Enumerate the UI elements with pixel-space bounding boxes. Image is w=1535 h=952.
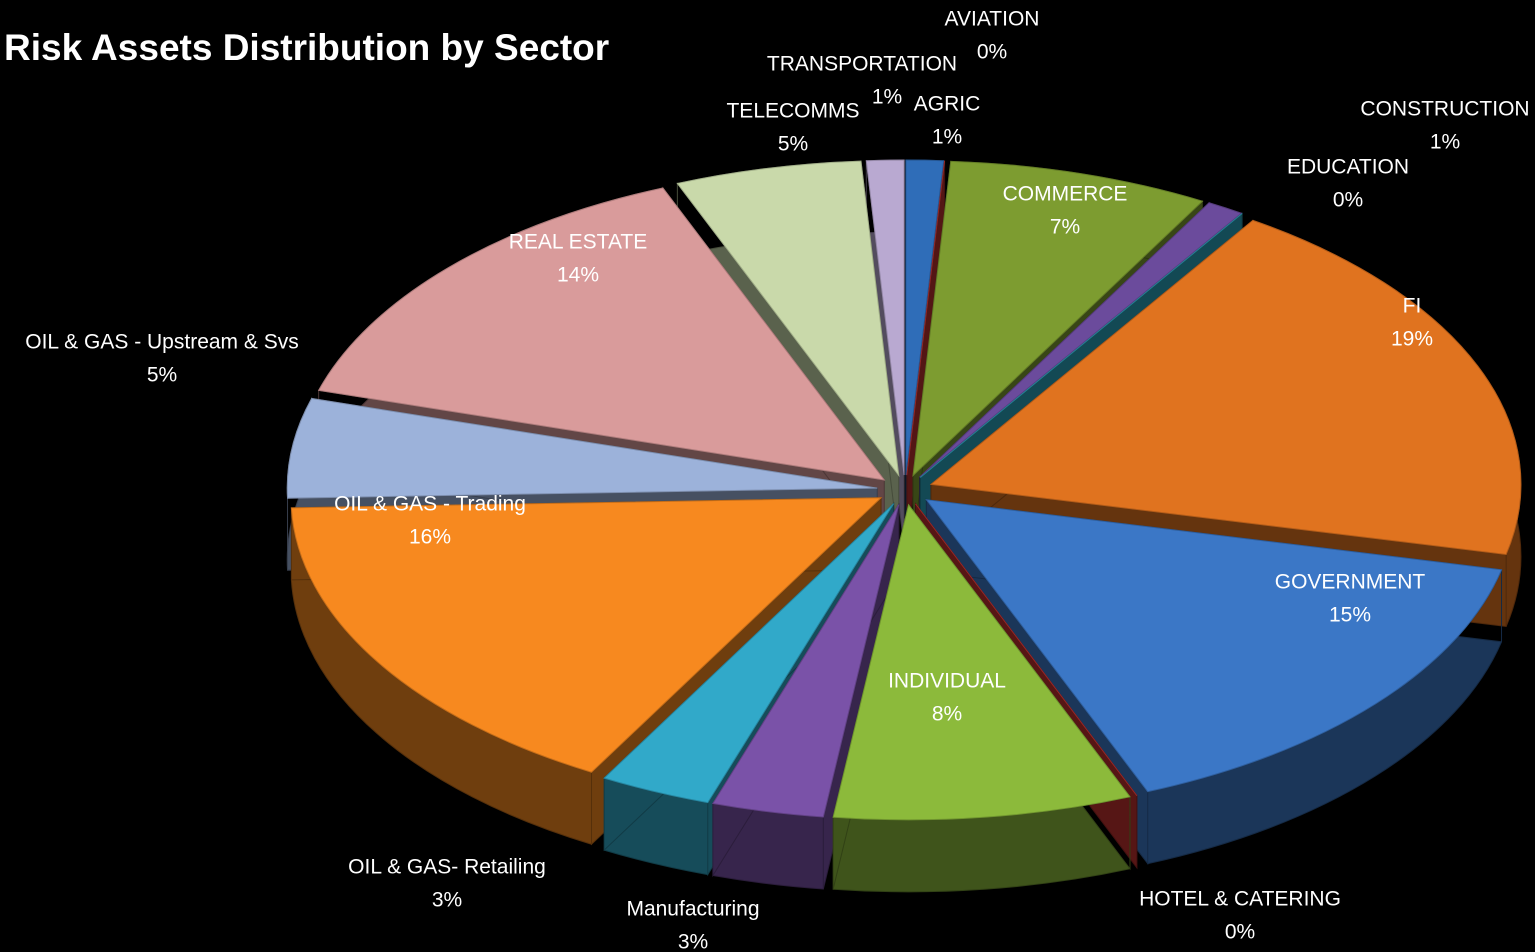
slice-label: TELECOMMS [726, 100, 859, 123]
slice-value-label: 1% [1430, 131, 1460, 154]
slice-value-label: 15% [1329, 604, 1371, 627]
slice-value-label: 0% [1225, 921, 1255, 944]
slice-label: CONSTRUCTION [1360, 98, 1529, 121]
slice [865, 159, 905, 476]
slice-value-label: 19% [1391, 328, 1433, 351]
slice [929, 219, 1522, 556]
slice-label: OIL & GAS - Upstream & Svs [25, 331, 298, 354]
slice-label: AVIATION [945, 8, 1040, 31]
slice-label: Manufacturing [626, 898, 759, 921]
slice [676, 160, 900, 478]
slice-label: OIL & GAS- Retailing [348, 856, 546, 879]
slice-label: INDIVIDUAL [888, 670, 1006, 693]
slice [832, 503, 1131, 821]
slice [603, 503, 895, 804]
slice [317, 187, 886, 481]
slice-value-label: 7% [1050, 216, 1080, 239]
slice-label: HOTEL & CATERING [1139, 888, 1341, 911]
slice-value-label: 14% [557, 264, 599, 287]
slice-value-label: 0% [1333, 189, 1363, 212]
slice [905, 159, 945, 476]
slice-value-label: 5% [778, 133, 808, 156]
slice [919, 213, 1243, 478]
slice-value-label: 16% [409, 526, 451, 549]
slice-tops [286, 159, 1522, 821]
slice-label: REAL ESTATE [509, 231, 647, 254]
slice-label: AGRIC [914, 93, 981, 116]
slice [290, 497, 883, 773]
chart-title: Risk Assets Distribution by Sector [4, 27, 609, 68]
slice [925, 499, 1503, 793]
slice-label: TRANSPORTATION [767, 53, 957, 76]
slice-value-label: 8% [932, 703, 962, 726]
slice [912, 160, 1204, 477]
slice-value-label: 3% [432, 889, 462, 912]
slice-label: OIL & GAS - Trading [334, 493, 526, 516]
slice [906, 160, 946, 476]
slice-value-label: 1% [932, 126, 962, 149]
slice-label: GOVERNMENT [1275, 571, 1426, 594]
slice-value-label: 5% [147, 364, 177, 387]
slice-label: EDUCATION [1287, 156, 1409, 179]
slice [712, 504, 900, 818]
slice [286, 397, 878, 499]
slice-label: COMMERCE [1003, 183, 1128, 206]
slice-value-label: 1% [872, 86, 902, 109]
slice-label: FI [1403, 295, 1422, 318]
slice-value-label: 3% [678, 931, 708, 952]
slice-value-label: 0% [977, 41, 1007, 64]
slice [919, 202, 1243, 478]
